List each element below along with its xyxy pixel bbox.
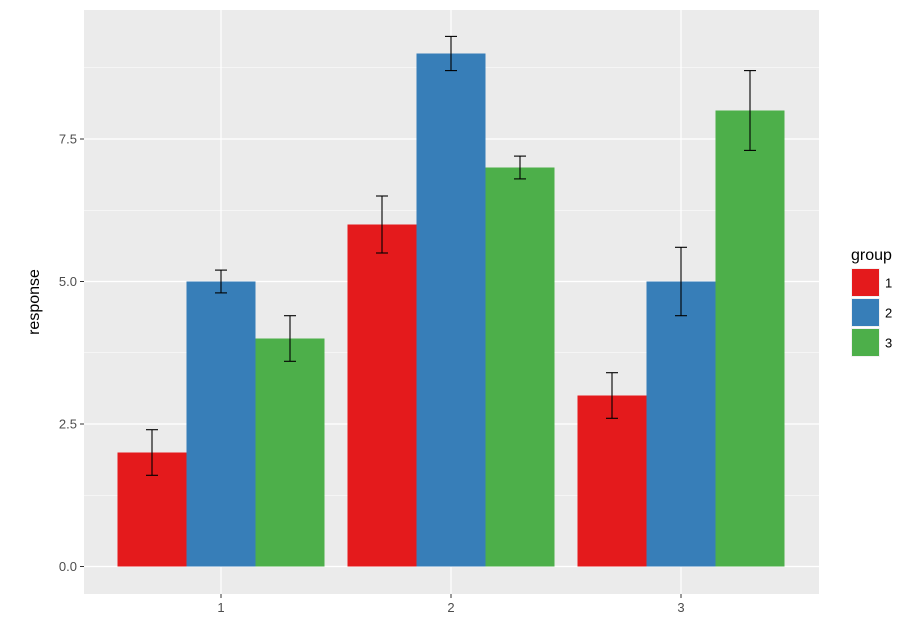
error-bar <box>376 195 388 254</box>
y-axis-title: response <box>26 269 43 335</box>
y-tick-label: 7.5 <box>59 132 77 147</box>
error-bar <box>215 269 227 294</box>
legend-label: 1 <box>885 276 892 291</box>
error-bar <box>675 246 687 317</box>
bar <box>255 338 325 567</box>
y-tick-label: 5.0 <box>59 274 77 289</box>
error-bar <box>146 429 158 476</box>
bar <box>577 395 647 567</box>
x-axis: 1 2 3 <box>217 594 685 615</box>
legend-key <box>852 269 879 296</box>
error-bar <box>445 35 457 72</box>
legend-title: group <box>851 247 892 264</box>
bar <box>347 224 417 567</box>
legend-label: 3 <box>885 336 892 351</box>
error-bars <box>146 35 756 476</box>
y-axis: 0.0 2.5 5.0 7.5 <box>59 132 84 574</box>
legend-key <box>852 329 879 356</box>
legend-label: 2 <box>885 306 892 321</box>
bar <box>646 281 716 567</box>
error-bar <box>744 70 756 151</box>
bar <box>485 167 555 567</box>
y-tick-label: 2.5 <box>59 417 77 432</box>
error-bar <box>514 155 526 180</box>
legend-key <box>852 299 879 326</box>
error-bar <box>606 372 618 419</box>
x-tick-label: 2 <box>447 600 454 615</box>
bars <box>117 53 785 567</box>
y-tick-label: 0.0 <box>59 559 77 574</box>
bar <box>715 110 785 567</box>
legend: group 1 2 3 <box>851 247 892 357</box>
x-tick-label: 3 <box>677 600 684 615</box>
bar <box>186 281 256 567</box>
error-bar <box>284 315 296 362</box>
bar <box>416 53 486 567</box>
x-tick-label: 1 <box>217 600 224 615</box>
